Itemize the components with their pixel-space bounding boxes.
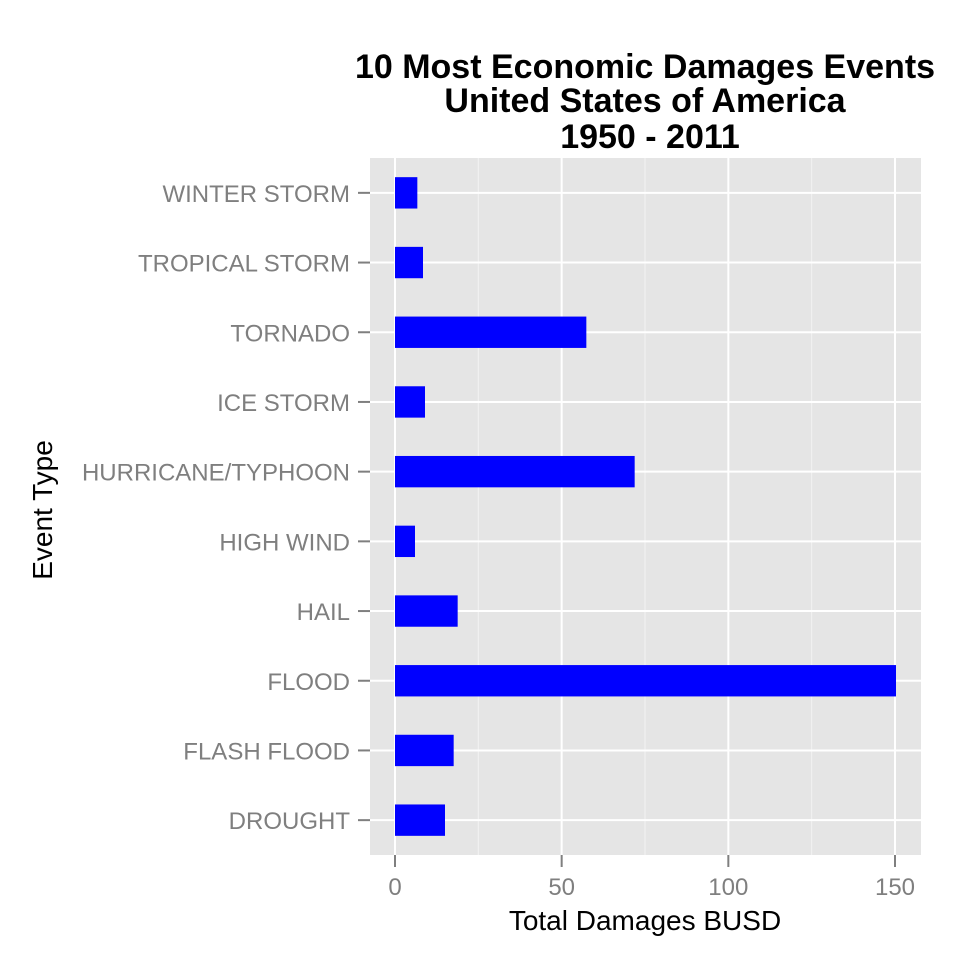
x-axis-title: Total Damages BUSD (509, 905, 781, 936)
y-tick-label: TORNADO (230, 320, 350, 347)
bar (395, 455, 635, 488)
y-tick-label: WINTER STORM (162, 181, 350, 208)
chart-title-line-1: 10 Most Economic Damages Events (355, 48, 935, 86)
bar (395, 804, 445, 836)
y-tick-label: ICE STORM (217, 390, 350, 417)
bar (395, 734, 454, 767)
y-axis-title: Event Type (27, 440, 58, 580)
bar (395, 177, 418, 209)
bar (395, 595, 458, 627)
y-tick-label: FLASH FLOOD (183, 738, 350, 765)
y-tick-label: TROPICAL STORM (138, 251, 350, 278)
bars (395, 177, 896, 836)
x-tick-label: 100 (708, 874, 748, 901)
bar (395, 665, 896, 697)
y-axis: DROUGHT FLASH FLOOD FLOOD HAIL HIGH WIND HURR… (82, 181, 370, 835)
bar (395, 525, 415, 558)
y-tick-label: HAIL (297, 599, 350, 626)
x-tick-label: 50 (548, 874, 575, 901)
bar (395, 316, 587, 348)
y-tick-label: FLOOD (267, 669, 350, 696)
y-tick-label: HURRICANE/TYPHOON (82, 460, 350, 487)
y-tick-label: HIGH WIND (219, 529, 350, 556)
x-tick-label: 150 (875, 874, 915, 901)
chart-title-line-2: United States of America (444, 82, 846, 120)
x-tick-label: 0 (388, 874, 401, 901)
chart-title-line-3: 1950 - 2011 (560, 118, 740, 156)
y-tick-label: DROUGHT (229, 808, 351, 835)
x-axis: 0 50 100 150 (388, 855, 915, 901)
bar (395, 246, 423, 279)
chart-title: 10 Most Economic Damages Events United S… (355, 48, 935, 156)
bar (395, 386, 425, 418)
